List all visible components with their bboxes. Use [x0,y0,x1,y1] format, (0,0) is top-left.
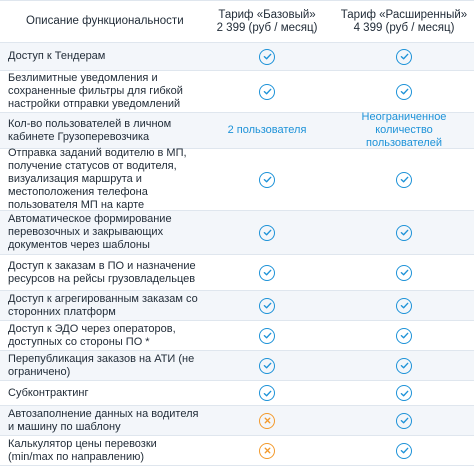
check-circle-icon [396,264,412,281]
check-circle-icon [259,327,275,344]
plan-basic-value: 2 пользователя [227,124,307,136]
check-circle-icon [396,357,412,374]
plan-extended-cell [334,71,474,112]
plan-basic-cell [200,436,334,465]
table-row: Субконтрактинг [0,381,474,406]
plan-extended-price: 4 399 (руб / месяц) [353,21,455,34]
plan-extended-cell [334,291,474,320]
table-row: Калькулятор цены перевозки (min/max по н… [0,436,474,466]
plan-basic-name: Тариф «Базовый» [218,8,316,21]
feature-description: Автозаполнение данных на водителя и маши… [8,407,199,433]
feature-description: Доступ к агрегированным заказам со сторо… [8,292,198,318]
plan-basic-cell [200,43,334,70]
check-circle-icon [396,385,412,401]
plan-basic-cell: 2 пользователя [200,113,334,148]
table-row: Перепубликация заказов на АТИ (не ограни… [0,351,474,381]
plan-extended-cell [334,255,474,290]
feature-description: Автоматическое формирование перевозочных… [8,213,172,251]
check-circle-icon [259,385,275,401]
table-row: Доступ к заказам в ПО и назначение ресур… [0,255,474,291]
plan-basic-cell [200,381,334,405]
check-circle-icon [259,48,275,65]
plan-extended-cell [334,43,474,70]
feature-description: Доступ к ЭДО через операторов, доступных… [8,322,176,348]
plan-basic-cell [200,321,334,350]
table-row: Безлимитные уведомления и сохраненные фи… [0,71,474,113]
plan-extended-value: Неограниченное количество пользователей [361,111,447,149]
feature-description: Кол-во пользователей в личном кабинете Г… [8,117,172,143]
table-row: Доступ к Тендерам [0,43,474,71]
check-circle-icon [396,83,412,100]
plan-extended-cell [334,149,474,210]
check-circle-icon [396,412,412,429]
plan-basic-cell [200,149,334,210]
plan-basic-cell [200,291,334,320]
table-row: Доступ к агрегированным заказам со сторо… [0,291,474,321]
plan-extended-header: Тариф «Расширенный» 4 399 (руб / месяц) [334,1,474,42]
table-row: Доступ к ЭДО через операторов, доступных… [0,321,474,351]
table-row: Автозаполнение данных на водителя и маши… [0,406,474,436]
plan-extended-cell [334,351,474,380]
feature-description: Субконтрактинг [8,386,89,399]
plan-basic-cell [200,406,334,435]
check-circle-icon [259,83,275,100]
check-circle-icon [259,264,275,281]
feature-description: Доступ к заказам в ПО и назначение ресур… [8,259,196,285]
plan-extended-cell: Неограниченное количество пользователей [334,111,474,149]
check-circle-icon [259,224,275,241]
check-circle-icon [259,171,275,188]
plan-extended-name: Тариф «Расширенный» [340,8,468,21]
cross-circle-icon [259,442,275,459]
check-circle-icon [396,171,412,188]
check-circle-icon [396,327,412,344]
plan-basic-cell [200,211,334,254]
table-row: Отправка заданий водителю в МП, получени… [0,147,474,211]
check-circle-icon [396,442,412,459]
cross-circle-icon [259,412,275,429]
table-row: Кол-во пользователей в личном кабинете Г… [0,111,474,149]
check-circle-icon [396,297,412,314]
table-row: Автоматическое формирование перевозочных… [0,211,474,255]
plan-extended-cell [334,406,474,435]
plan-basic-cell [200,351,334,380]
check-circle-icon [396,224,412,241]
plan-extended-cell [334,211,474,254]
check-circle-icon [259,357,275,374]
plan-extended-cell [334,436,474,465]
feature-description: Калькулятор цены перевозки (min/max по н… [8,437,157,463]
plan-basic-price: 2 399 (руб / месяц) [216,21,318,34]
plan-extended-cell [334,381,474,405]
feature-description: Безлимитные уведомления и сохраненные фи… [8,72,183,110]
plan-basic-cell [200,255,334,290]
feature-description: Доступ к Тендерам [8,50,106,62]
table-header: Описание функциональности Тариф «Базовый… [0,1,474,43]
feature-description: Перепубликация заказов на АТИ (не ограни… [8,352,195,378]
plan-basic-header: Тариф «Базовый» 2 399 (руб / месяц) [200,1,334,42]
plan-basic-cell [200,71,334,112]
check-circle-icon [259,297,275,314]
plan-extended-cell [334,321,474,350]
check-circle-icon [396,48,412,65]
feature-column-header: Описание функциональности [26,15,184,27]
feature-description: Отправка заданий водителю в МП, получени… [8,147,187,211]
